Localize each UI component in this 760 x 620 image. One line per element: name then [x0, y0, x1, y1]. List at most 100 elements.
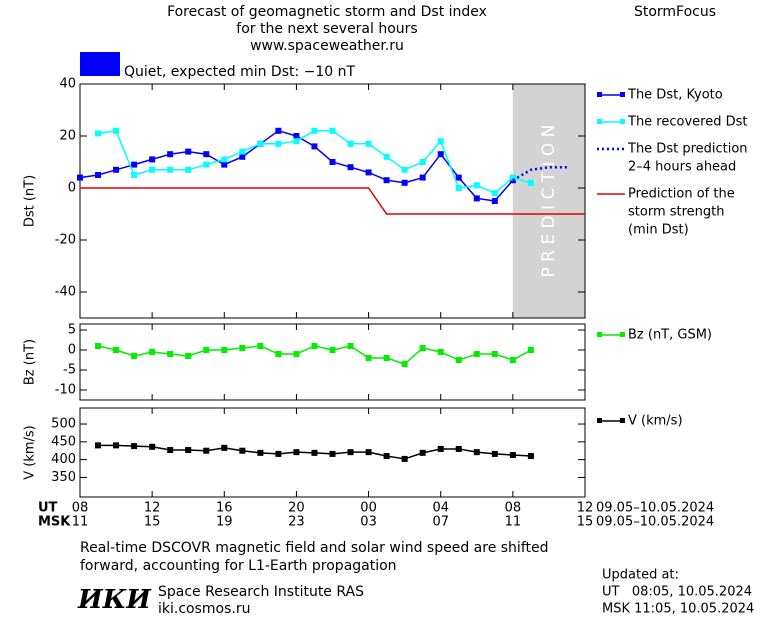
point: [293, 133, 300, 139]
point: [473, 182, 480, 189]
point: [401, 179, 408, 186]
point: [257, 140, 264, 147]
point: [221, 161, 228, 168]
point: [383, 177, 390, 184]
point: [131, 443, 138, 450]
point: [167, 447, 174, 454]
point: [437, 138, 444, 145]
legend-label: 2–4 hours ahead: [628, 160, 736, 175]
point: [365, 355, 372, 361]
note: forward, accounting for L1-Earth propaga…: [80, 558, 397, 574]
y-tick-label: 0: [68, 343, 76, 358]
point: [203, 151, 210, 158]
legend-marker: [620, 332, 625, 337]
point: [347, 449, 354, 456]
status-swatch: [80, 52, 120, 76]
point: [293, 351, 300, 357]
point: [419, 449, 426, 456]
y-tick-label: 400: [51, 452, 76, 467]
point: [311, 343, 318, 349]
x-tick-label: 11: [72, 515, 89, 530]
point: [455, 185, 462, 191]
point: [527, 453, 534, 460]
point: [95, 343, 102, 349]
legend-label: Bz (nT, GSM): [628, 328, 712, 343]
note: Real-time DSCOVR magnetic field and sola…: [80, 540, 549, 556]
y-axis-label: Bz (nT): [23, 339, 38, 385]
point: [329, 127, 336, 134]
title: for the next several hours: [236, 21, 417, 37]
legend-marker: [597, 332, 602, 337]
point: [149, 443, 156, 450]
point: [167, 351, 174, 357]
point: [365, 449, 372, 456]
point: [95, 172, 102, 178]
point: [185, 148, 192, 155]
point: [329, 450, 336, 457]
point: [77, 174, 83, 181]
point: [275, 140, 282, 147]
series-line: [80, 187, 585, 215]
point: [113, 442, 120, 449]
point: [239, 153, 246, 160]
point: [221, 156, 228, 163]
point: [257, 343, 264, 349]
logo: ИКИ: [77, 585, 152, 615]
point: [113, 166, 120, 173]
point: [113, 127, 120, 134]
point: [275, 450, 282, 457]
point: [509, 174, 516, 181]
prediction-band: [512, 84, 585, 318]
site: iki.cosmos.ru: [158, 601, 250, 617]
point: [437, 349, 444, 355]
point: [329, 159, 336, 165]
x-date-label: 09.05–10.05.2024: [596, 515, 714, 530]
brand: StormFocus: [634, 4, 716, 20]
point: [131, 172, 138, 178]
legend-label: storm strength: [628, 205, 725, 220]
point: [311, 143, 318, 150]
point: [491, 450, 498, 457]
point: [311, 449, 318, 456]
title: www.spaceweather.ru: [250, 38, 404, 54]
y-tick-label: -20: [55, 233, 76, 248]
point: [491, 198, 498, 204]
point: [455, 445, 462, 452]
point: [347, 140, 354, 147]
series-line: [512, 165, 567, 182]
point: [347, 164, 354, 171]
point: [509, 451, 516, 458]
point: [401, 455, 408, 462]
y-tick-label: 450: [51, 434, 76, 449]
legend-label: The Dst, Kyoto: [627, 88, 723, 103]
y-tick-label: 0: [68, 181, 76, 196]
x-date-label: 09.05–10.05.2024: [596, 501, 714, 516]
point: [167, 166, 174, 173]
x-tick-label: 11: [505, 515, 522, 530]
point: [221, 444, 228, 451]
point: [383, 153, 390, 160]
y-tick-label: -40: [55, 285, 76, 300]
point: [437, 445, 444, 452]
y-tick-label: 500: [51, 417, 76, 432]
point: [473, 449, 480, 456]
point: [275, 127, 282, 134]
plot-frame: [79, 407, 586, 498]
y-tick-label: 350: [51, 470, 76, 485]
point: [95, 442, 102, 449]
x-tick-label: 12: [144, 501, 161, 516]
updated: MSK 11:05, 10.05.2024: [602, 602, 754, 617]
point: [257, 449, 264, 456]
legend-marker: [620, 418, 625, 423]
point: [293, 138, 300, 145]
legend-marker: [597, 119, 602, 124]
x-tick-label: 00: [360, 501, 377, 516]
point: [311, 127, 318, 134]
legend-label: The Dst prediction: [627, 142, 748, 157]
plot-frame: [79, 83, 586, 319]
point: [221, 347, 228, 353]
point: [293, 449, 300, 456]
point: [239, 447, 246, 454]
point: [401, 166, 408, 173]
point: [185, 166, 192, 173]
